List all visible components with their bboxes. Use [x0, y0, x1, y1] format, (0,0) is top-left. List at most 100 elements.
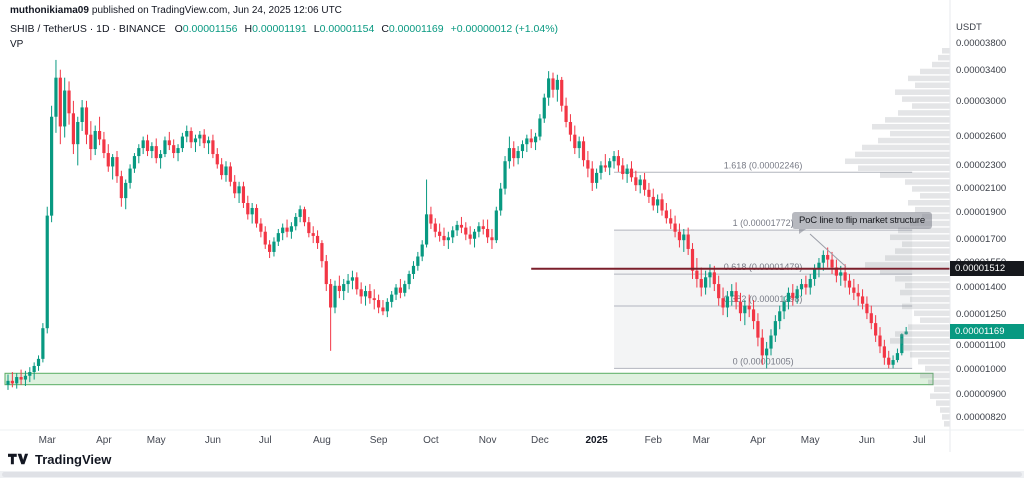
volume-profile-bar: [915, 206, 950, 213]
candle-body: [503, 161, 507, 189]
candle-body: [721, 298, 725, 308]
symbol-legend[interactable]: SHIB / TetherUS · 1D · BINANCE O0.000011…: [10, 23, 558, 35]
candle-body: [874, 323, 878, 336]
price-axis-label: 0.00002100: [956, 182, 1007, 194]
symbol-title[interactable]: SHIB / TetherUS · 1D · BINANCE: [10, 23, 166, 35]
candle-body: [525, 138, 529, 145]
candle-body: [320, 243, 324, 262]
candle-body: [385, 301, 389, 312]
attribution-text: published on TradingView.com, Jun 24, 20…: [91, 5, 342, 16]
candle-body: [616, 156, 620, 166]
volume-profile-bar: [895, 248, 950, 254]
candle-body: [289, 226, 293, 232]
candle-body: [577, 141, 581, 149]
candle-body: [246, 202, 250, 215]
candle-body: [586, 160, 590, 169]
candle-body: [438, 231, 442, 236]
horizontal-scrollbar[interactable]: [0, 471, 1024, 478]
candle-body: [869, 313, 873, 324]
tradingview-logo-icon[interactable]: [8, 451, 29, 467]
candle-body: [486, 228, 490, 238]
volume-profile-bar: [938, 54, 950, 61]
candle-body: [381, 307, 385, 312]
candle-body: [416, 256, 420, 266]
time-axis-label: Aug: [313, 435, 331, 446]
candle-body: [71, 113, 75, 145]
price-axis[interactable]: USDT 0.00003800 0.00003400 0.00003000 0.000…: [950, 0, 1024, 452]
candle-body: [612, 156, 616, 162]
price-axis-label: 0.00003400: [956, 65, 1007, 77]
ohlc-high: H0.00001191: [244, 23, 307, 35]
candle-body: [63, 90, 67, 127]
candle-body: [481, 226, 485, 229]
candle-body: [89, 134, 93, 150]
candle-body: [747, 305, 751, 310]
time-axis-label: May: [146, 435, 166, 446]
volume-profile-bar: [902, 303, 950, 310]
candle-body: [315, 235, 320, 244]
price-axis-unit: USDT: [956, 22, 982, 33]
volume-profile-bar: [905, 282, 950, 289]
candle-body: [629, 168, 634, 178]
candle-body: [621, 165, 625, 174]
attribution-username: muthonikiama09: [10, 5, 89, 16]
candle-body: [725, 296, 729, 308]
poc-price-tag: 0.00001512: [950, 261, 1024, 277]
volume-profile-bar: [902, 345, 950, 351]
candle-body: [647, 189, 651, 197]
price-axis-label: 0.00001100: [956, 340, 1006, 352]
candle-body: [80, 107, 84, 122]
candle-body: [464, 227, 468, 235]
candle-body: [390, 294, 394, 302]
scrollbar-thumb[interactable]: [2, 472, 1022, 477]
candle-body: [603, 165, 607, 168]
candle-body: [743, 305, 747, 314]
time-axis[interactable]: Mar Apr May Jun Jul Aug Sep Oct Nov Dec 2025 Feb Mar…: [0, 430, 950, 452]
candle-body: [590, 168, 594, 183]
candle-body: [490, 237, 494, 241]
candle-body: [682, 234, 686, 241]
volume-profile-bar: [880, 172, 950, 178]
candle-body: [852, 287, 856, 293]
volume-profile-bar: [855, 151, 950, 158]
candle-body: [451, 230, 455, 238]
candle-body: [520, 144, 525, 152]
candle-body: [180, 136, 184, 149]
volume-profile-bar: [890, 234, 950, 241]
price-change: +0.00000012 (+1.04%): [450, 23, 559, 35]
time-axis-label: Mar: [38, 435, 56, 446]
candle-body: [551, 78, 555, 90]
candle-body: [799, 284, 804, 290]
candle-body: [233, 181, 237, 194]
fib-level-label: 0.382 (0.00001298): [724, 294, 803, 304]
candle-body: [581, 141, 586, 161]
candle-body: [839, 272, 843, 276]
volume-profile-bar: [890, 130, 950, 137]
indicator-vp-label[interactable]: VP: [10, 39, 24, 50]
candle-body: [93, 130, 97, 150]
volume-profile-bar: [910, 351, 950, 358]
time-axis-label: 2025: [585, 435, 608, 446]
candle-body: [860, 296, 865, 304]
candle-body: [560, 79, 564, 106]
candle-body: [821, 254, 825, 263]
candle-body: [847, 280, 852, 288]
candle-body: [512, 148, 516, 159]
price-axis-label: 0.00001000: [956, 363, 1007, 375]
footer-branding[interactable]: TradingView: [8, 451, 111, 467]
poc-callout[interactable]: PoC line to flip market structure: [792, 212, 932, 234]
candle-body: [145, 140, 150, 152]
volume-profile-bar: [878, 137, 950, 144]
candle-body: [634, 177, 638, 186]
candle-body: [115, 157, 119, 177]
candle-body: [202, 134, 206, 144]
volume-profile-bar: [872, 123, 950, 130]
volume-profile-bar: [885, 255, 950, 261]
candle-body: [669, 218, 673, 224]
candle-body: [307, 222, 311, 234]
candle-body: [137, 148, 141, 157]
volume-profile-bar: [920, 372, 950, 379]
candle-body: [856, 292, 860, 297]
candle-body: [372, 298, 376, 301]
